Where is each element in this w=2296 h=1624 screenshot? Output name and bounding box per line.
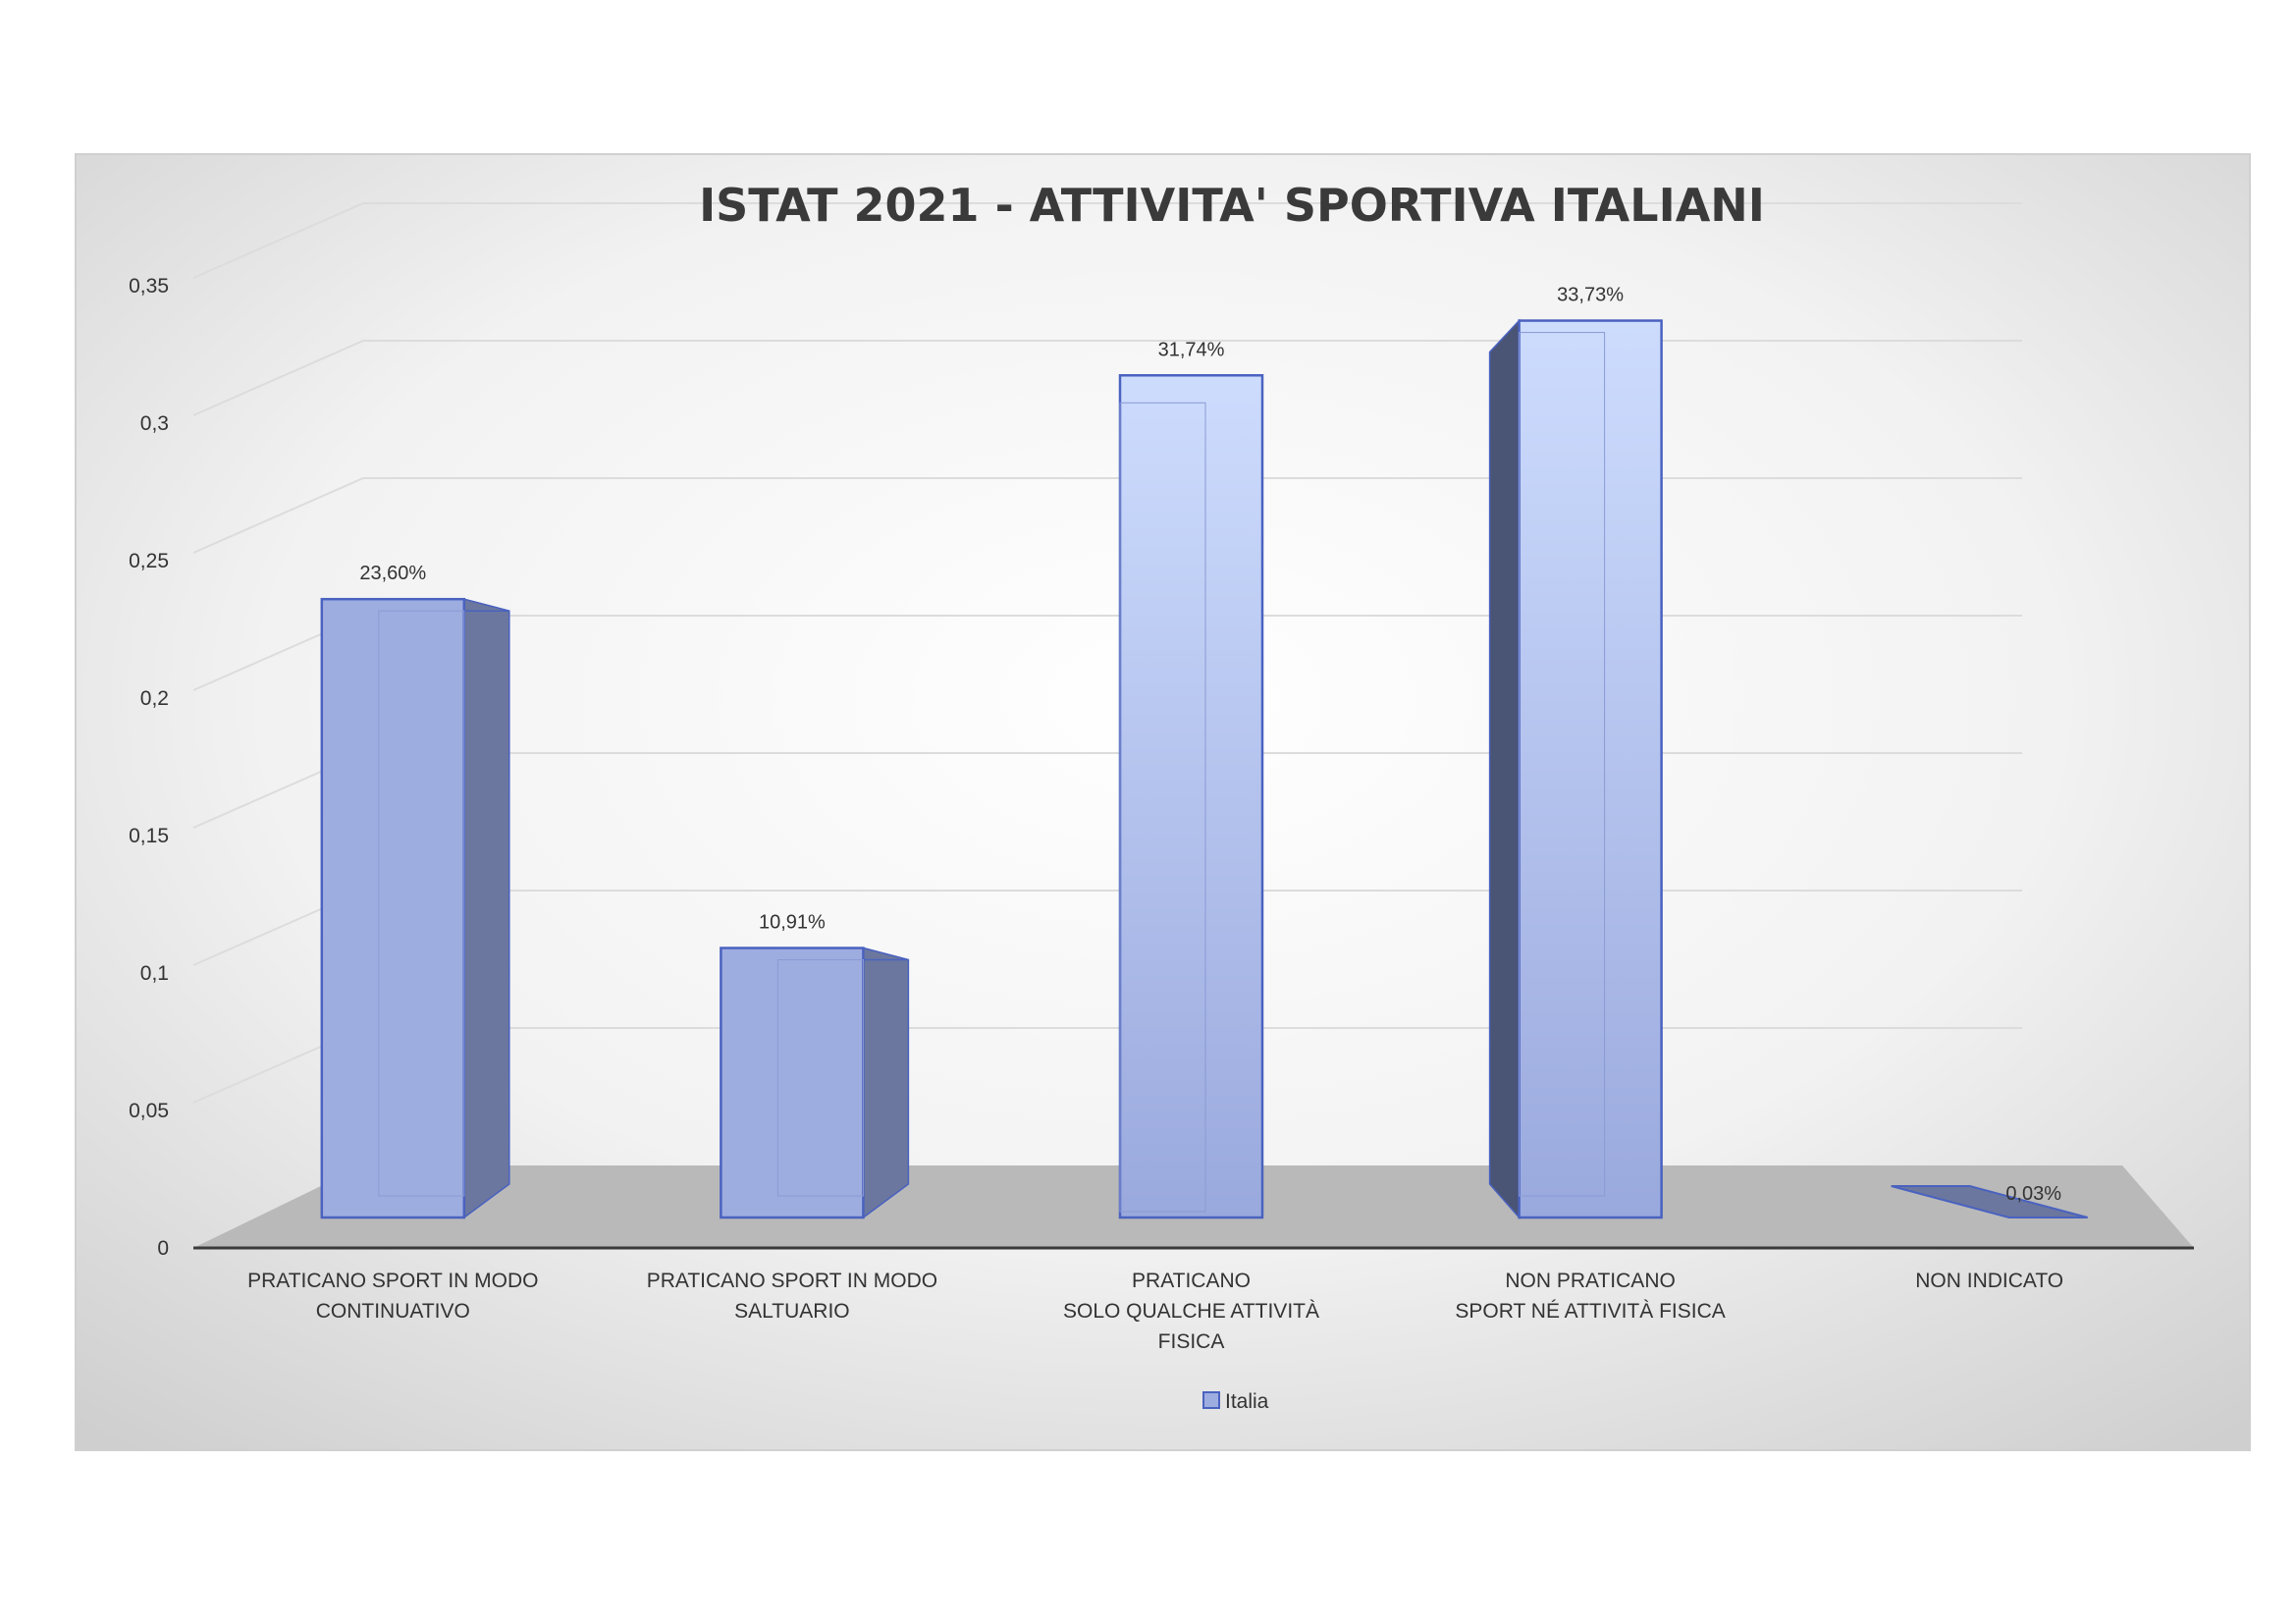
legend-swatch (1202, 1391, 1220, 1409)
chart-title: ISTAT 2021 - ATTIVITA' SPORTIVA ITALIANI (699, 179, 1765, 232)
data-labels: 23,60% 10,91% 31,74% 33,73% 0,03% (359, 285, 2061, 1205)
data-label: 23,60% (359, 563, 426, 584)
bar (1488, 318, 1663, 1219)
bar-front (1891, 1185, 2088, 1218)
data-label: 0,03% (2005, 1183, 2061, 1205)
y-tick-label: 0,25 (129, 550, 169, 572)
bar (720, 947, 910, 1219)
y-axis-ticks: 0 0,05 0,1 0,15 0,2 0,25 0,3 0,35 (129, 275, 169, 1260)
category-label: SOLO QUALCHE ATTIVITÀ (1063, 1300, 1319, 1323)
legend: Italia (1202, 1390, 1269, 1413)
category-label: PRATICANO SPORT IN MODO (647, 1270, 937, 1292)
bar-side (463, 598, 510, 1219)
y-tick-label: 0 (157, 1237, 169, 1260)
bar-inner-edge (776, 959, 864, 1197)
y-tick-label: 0,1 (140, 962, 169, 985)
data-label: 10,91% (759, 912, 826, 934)
gridline (192, 340, 2022, 416)
legend-label: Italia (1225, 1390, 1269, 1413)
y-tick-label: 0,2 (140, 687, 169, 710)
category-labels: PRATICANO SPORT IN MODO CONTINUATIVO PRATI… (247, 1270, 2063, 1353)
bar (320, 597, 510, 1219)
y-tick-label: 0,3 (140, 412, 169, 435)
bar-front (320, 597, 466, 1219)
category-label: PRATICANO SPORT IN MODO (247, 1270, 538, 1292)
bar-side (862, 947, 910, 1219)
bar-inner-edge (1119, 402, 1206, 1213)
data-label: 31,74% (1158, 339, 1225, 360)
category-label: SPORT NÉ ATTIVITÀ FISICA (1455, 1300, 1725, 1323)
bar (1891, 1185, 2088, 1218)
gridline (192, 202, 2022, 279)
bar (1118, 374, 1264, 1219)
bar-inner-edge (1519, 332, 1606, 1197)
bar-front (720, 947, 865, 1219)
y-tick-label: 0,35 (129, 275, 169, 298)
y-tick-label: 0,15 (129, 825, 169, 847)
data-label: 33,73% (1557, 285, 1624, 306)
bar-front (1518, 319, 1663, 1219)
bar-inner-edge (378, 610, 465, 1197)
bar-front (1118, 374, 1264, 1219)
bar-side (1488, 318, 1521, 1219)
category-label: NON PRATICANO (1505, 1270, 1675, 1292)
category-label: SALTUARIO (734, 1300, 849, 1323)
category-label: CONTINUATIVO (316, 1300, 470, 1323)
category-label: NON INDICATO (1915, 1270, 2063, 1292)
y-tick-label: 0,05 (129, 1100, 169, 1122)
category-label: PRATICANO (1132, 1270, 1251, 1292)
category-label: FISICA (1158, 1330, 1225, 1353)
bars (320, 318, 2088, 1219)
